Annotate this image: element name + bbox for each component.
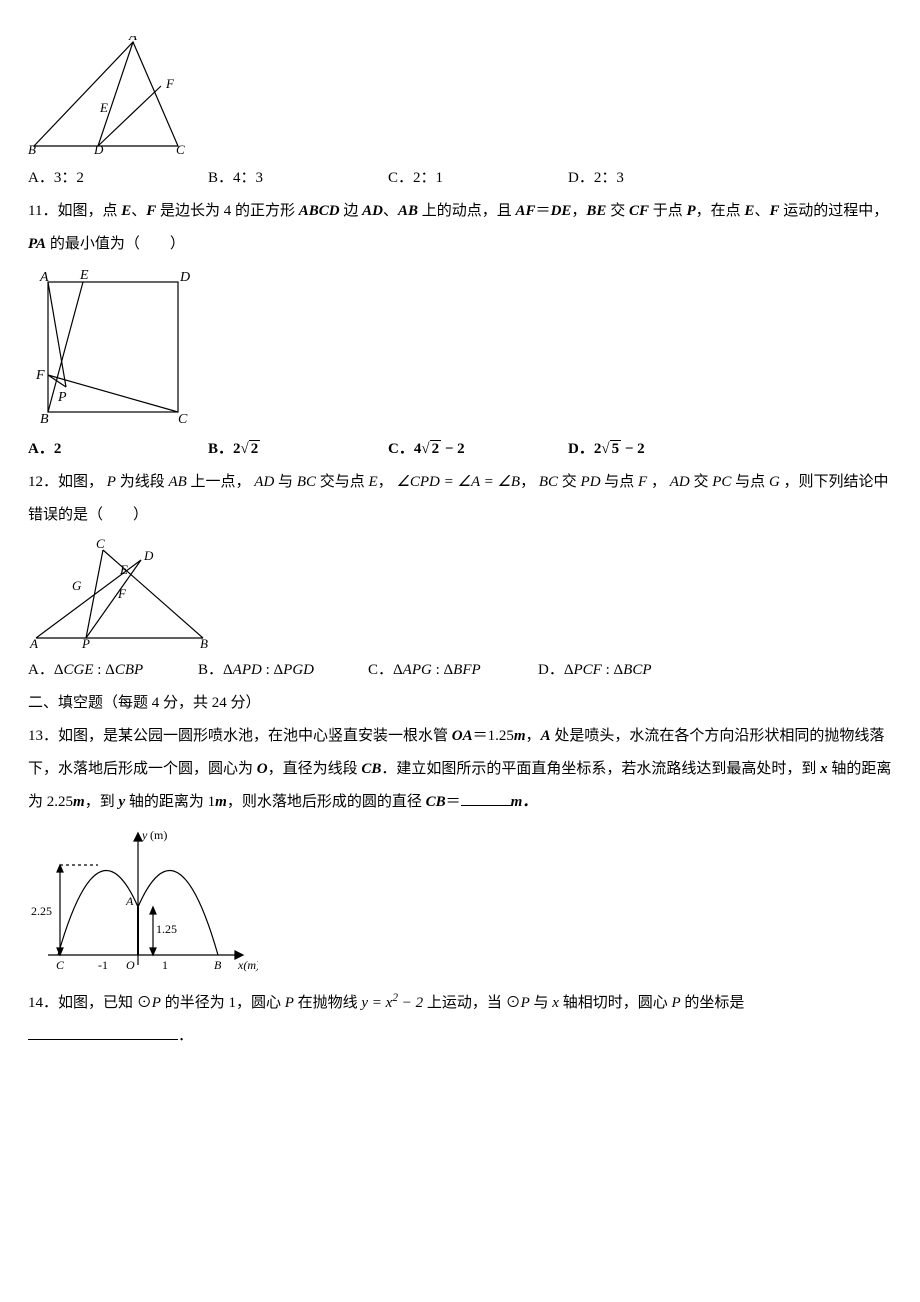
svg-text:y: y (141, 828, 148, 842)
svg-text:A: A (39, 270, 49, 285)
q12-option-d: D．ΔPCF : ΔBCP (538, 654, 708, 687)
svg-text:C: C (56, 958, 65, 972)
q14-text: 14．如图，已知 ⊙P 的半径为 1，圆心 P 在抛物线 y = x2 − 2 … (28, 986, 892, 1020)
svg-text:1.25: 1.25 (156, 922, 177, 936)
svg-text:C: C (176, 142, 185, 156)
svg-text:(m): (m) (150, 828, 167, 842)
svg-text:B: B (214, 958, 222, 972)
svg-text:x(m): x(m) (237, 958, 258, 972)
svg-text:P: P (57, 390, 67, 405)
svg-text:D: D (143, 548, 154, 563)
q11-diagram: A E D F P B C (28, 267, 892, 427)
q12-option-b: B．ΔAPD : ΔPGD (198, 654, 368, 687)
svg-text:B: B (200, 636, 208, 648)
svg-text:B: B (40, 412, 49, 427)
q12-text: 12．如图， P 为线段 AB 上一点， AD 与 BC 交与点 E， ∠CPD… (28, 466, 892, 532)
q11-text: 11．如图，点 E、F 是边长为 4 的正方形 ABCD 边 AD、AB 上的动… (28, 195, 892, 261)
svg-text:F: F (35, 368, 45, 383)
q10-options: A．3：2 B．4：3 C．2：1 D．2：3 (28, 162, 892, 195)
q10-option-a: A．3：2 (28, 162, 208, 195)
q12-diagram: A B P C D E F G (28, 538, 892, 648)
svg-text:B: B (28, 142, 36, 156)
q13-text: 13．如图，是某公园一圆形喷水池，在池中心竖直安装一根水管 OA＝1.25m，A… (28, 720, 892, 819)
q12-option-a: A．ΔCGE : ΔCBP (28, 654, 198, 687)
svg-text:A: A (125, 894, 134, 908)
svg-text:F: F (117, 586, 127, 601)
q14-blank-line: ． (28, 1020, 892, 1053)
q11-option-d: D．25 − 2 (568, 433, 748, 466)
q10-option-d: D．2：3 (568, 162, 748, 195)
svg-text:E: E (119, 562, 128, 577)
svg-text:C: C (178, 412, 188, 427)
section-2-header: 二、填空题（每题 4 分，共 24 分） (28, 687, 892, 720)
svg-text:A: A (29, 636, 38, 648)
q14-blank (28, 1026, 178, 1041)
svg-text:C: C (96, 538, 105, 551)
q11-option-a: A．2 (28, 433, 208, 466)
svg-text:G: G (72, 578, 82, 593)
q11-options: A．2 B．22 C．42 − 2 D．25 − 2 (28, 433, 892, 466)
q11-option-b: B．22 (208, 433, 388, 466)
svg-text:D: D (93, 142, 104, 156)
svg-text:2.25: 2.25 (31, 904, 52, 918)
q10-option-c: C．2：1 (388, 162, 568, 195)
svg-text:E: E (79, 268, 89, 283)
q10-diagram: A B C D E F (28, 36, 892, 156)
q12-option-c: C．ΔAPG : ΔBFP (368, 654, 538, 687)
svg-text:O: O (126, 958, 135, 972)
svg-text:E: E (99, 100, 108, 115)
svg-text:A: A (128, 36, 137, 43)
q13-blank (461, 792, 511, 807)
svg-text:-1: -1 (98, 958, 108, 972)
svg-text:F: F (165, 76, 175, 91)
q10-option-b: B．4：3 (208, 162, 388, 195)
svg-text:P: P (81, 636, 90, 648)
svg-text:D: D (179, 270, 190, 285)
svg-text:1: 1 (162, 958, 168, 972)
q11-option-c: C．42 − 2 (388, 433, 568, 466)
q13-diagram: y(m) x(m) 2.25 1.25 A C B -1 O 1 (28, 825, 892, 980)
q12-options: A．ΔCGE : ΔCBP B．ΔAPD : ΔPGD C．ΔAPG : ΔBF… (28, 654, 892, 687)
